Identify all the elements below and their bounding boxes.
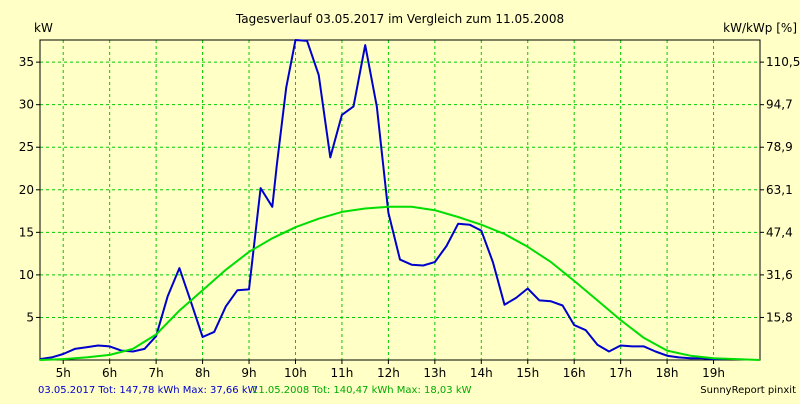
plot-area-border [39, 39, 761, 361]
footer-series1-summary: 03.05.2017 Tot: 147,78 kWh Max: 37,66 kW [38, 385, 258, 396]
x-tick-label: 7h [149, 366, 164, 380]
x-tick-label: 14h [470, 366, 493, 380]
x-tick-label: 8h [195, 366, 210, 380]
y-axis-left-ticks: 5 10 15 20 25 30 35 [19, 55, 40, 324]
x-tick-label: 17h [609, 366, 632, 380]
series-line-2 [39, 205, 761, 361]
y-right-tick-label: 110,5 [766, 55, 800, 69]
y-right-tick-label: 78,9 [766, 140, 793, 154]
chart-title: Tagesverlauf 03.05.2017 im Vergleich zum… [235, 12, 564, 26]
plot-frame [39, 39, 761, 361]
y-left-tick-label: 25 [19, 140, 34, 154]
x-tick-label: 5h [56, 366, 71, 380]
x-tick-label: 11h [330, 366, 353, 380]
y-axis-left-label: kW [34, 21, 53, 35]
y-axis-right-ticks: 15,8 31,6 47,4 63,1 78,9 94,7 110,5 [760, 55, 800, 324]
footer-credit: SunnyReport pinxit [700, 385, 796, 396]
x-tick-label: 16h [563, 366, 586, 380]
y-right-tick-label: 31,6 [766, 268, 793, 282]
y-left-tick-label: 20 [19, 183, 34, 197]
y-left-tick-label: 5 [26, 310, 34, 324]
x-tick-label: 6h [102, 366, 117, 380]
x-tick-label: 13h [423, 366, 446, 380]
series-line-1 [39, 39, 726, 361]
y-left-tick-label: 35 [19, 55, 34, 69]
y-right-tick-label: 15,8 [766, 310, 793, 324]
y-right-tick-label: 94,7 [766, 98, 793, 112]
y-left-tick-label: 15 [19, 225, 34, 239]
series-layer [39, 39, 761, 361]
x-tick-label: 19h [702, 366, 725, 380]
y-right-tick-label: 47,4 [766, 225, 793, 239]
grid-lines [40, 40, 760, 360]
x-tick-label: 10h [284, 366, 307, 380]
x-tick-label: 9h [241, 366, 256, 380]
x-tick-label: 18h [656, 366, 679, 380]
y-left-tick-label: 10 [19, 268, 34, 282]
x-tick-label: 15h [516, 366, 539, 380]
x-axis-ticks: 5h 6h 7h 8h 9h 10h 11h 12h 13h 14h 15h 16h 17h 18h 19h [56, 360, 725, 380]
y-right-tick-label: 63,1 [766, 183, 793, 197]
y-axis-right-label: kW/kWp [%] [723, 21, 797, 35]
x-tick-label: 12h [377, 366, 400, 380]
y-left-tick-label: 30 [19, 98, 34, 112]
footer-series2-summary: 11.05.2008 Tot: 140,47 kWh Max: 18,03 kW [252, 385, 472, 396]
